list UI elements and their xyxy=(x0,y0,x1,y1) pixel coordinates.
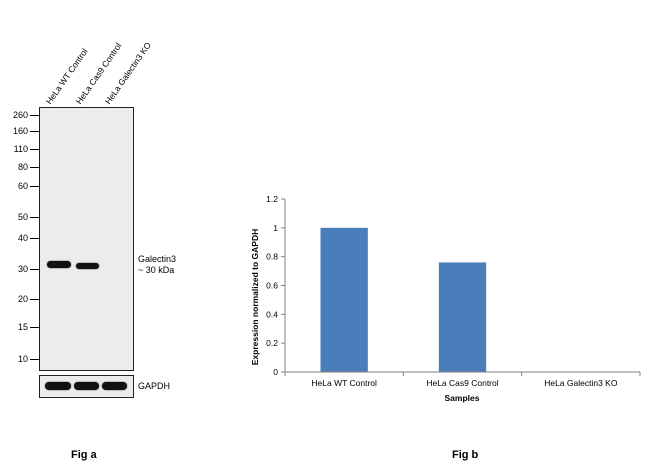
y-tick-label: 0 xyxy=(273,367,278,377)
band-galectin3-cas9 xyxy=(76,263,99,269)
bars xyxy=(320,227,487,372)
y-tick-label: 1 xyxy=(273,223,278,233)
mw-tick xyxy=(30,149,39,150)
mw-marker-40: 40 xyxy=(17,233,28,243)
x-axis: HeLa WT Control HeLa Cas9 Control HeLa Gal… xyxy=(284,371,641,388)
x-tick-label: HeLa WT Control xyxy=(311,378,377,388)
x-axis-label: Samples xyxy=(445,393,480,403)
mw-marker-15: 15 xyxy=(17,322,28,332)
mw-marker-50: 50 xyxy=(17,212,28,222)
y-tick-label: 0.8 xyxy=(266,252,278,262)
band-gapdh-cas9 xyxy=(74,382,99,390)
y-axis: 0 0.2 0.4 0.6 0.8 1 1.2 xyxy=(266,194,286,377)
mw-tick xyxy=(30,217,39,218)
bar-2 xyxy=(438,262,487,372)
fig-b-caption: Fig b xyxy=(452,449,479,461)
mw-marker-160: 160 xyxy=(12,126,28,136)
fig-a-caption: Fig a xyxy=(71,449,97,461)
band-gapdh-wt xyxy=(45,382,71,390)
band-galectin3-wt xyxy=(47,261,71,268)
mw-marker-60: 60 xyxy=(17,181,28,191)
mw-tick xyxy=(30,131,39,132)
blot-membrane-main xyxy=(39,107,134,371)
mw-tick xyxy=(30,269,39,270)
mw-tick xyxy=(30,327,39,328)
target-name: Galectin3 xyxy=(138,254,177,264)
mw-tick xyxy=(30,167,39,168)
mw-tick xyxy=(30,238,39,239)
target-size: ~ 30 kDa xyxy=(138,265,175,275)
mw-tick xyxy=(30,359,39,360)
mw-tick xyxy=(30,186,39,187)
y-axis-label: Expression normalized to GAPDH xyxy=(250,229,260,366)
y-tick-label: 0.6 xyxy=(266,281,278,291)
mw-marker-10: 10 xyxy=(17,354,28,364)
band-gapdh-ko xyxy=(102,382,127,390)
y-tick-label: 1.2 xyxy=(266,194,278,204)
x-tick-label: HeLa Galectin3 KO xyxy=(544,378,618,388)
mw-marker-30: 30 xyxy=(17,264,28,274)
x-tick-label: HeLa Cas9 Control xyxy=(426,378,498,388)
mw-marker-110: 110 xyxy=(13,144,28,154)
mw-tick xyxy=(30,115,39,116)
y-tick-label: 0.4 xyxy=(266,309,278,319)
mw-marker-260: 260 xyxy=(12,110,28,120)
bar-1 xyxy=(320,227,368,372)
target-label: Galectin3 ~ 30 kDa xyxy=(138,254,176,276)
mw-tick xyxy=(30,299,39,300)
mw-marker-80: 80 xyxy=(17,162,28,172)
mw-marker-20: 20 xyxy=(17,294,28,304)
y-tick-label: 0.2 xyxy=(266,338,278,348)
loading-control-label: GAPDH xyxy=(138,381,171,391)
